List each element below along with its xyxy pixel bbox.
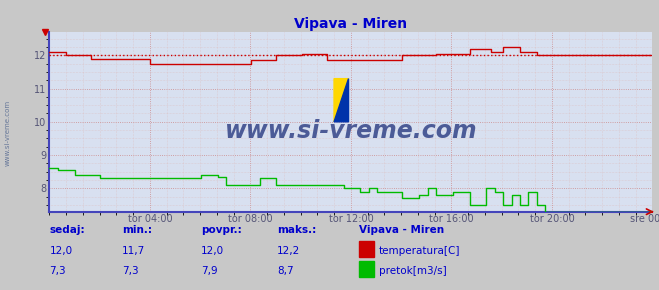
Text: 7,3: 7,3	[122, 266, 138, 276]
Text: 12,0: 12,0	[201, 246, 224, 256]
Text: sedaj:: sedaj:	[49, 225, 85, 235]
Text: 7,9: 7,9	[201, 266, 217, 276]
Text: maks.:: maks.:	[277, 225, 316, 235]
Text: www.si-vreme.com: www.si-vreme.com	[5, 100, 11, 166]
Polygon shape	[334, 79, 349, 122]
Text: 12,2: 12,2	[277, 246, 300, 256]
Title: Vipava - Miren: Vipava - Miren	[295, 17, 407, 31]
Text: povpr.:: povpr.:	[201, 225, 242, 235]
Text: www.si-vreme.com: www.si-vreme.com	[225, 119, 477, 143]
Polygon shape	[334, 79, 349, 122]
Text: pretok[m3/s]: pretok[m3/s]	[379, 266, 447, 276]
Text: 11,7: 11,7	[122, 246, 145, 256]
Text: temperatura[C]: temperatura[C]	[379, 246, 461, 256]
Text: 12,0: 12,0	[49, 246, 72, 256]
Text: min.:: min.:	[122, 225, 152, 235]
Text: Vipava - Miren: Vipava - Miren	[359, 225, 444, 235]
Text: 8,7: 8,7	[277, 266, 293, 276]
Text: 7,3: 7,3	[49, 266, 66, 276]
